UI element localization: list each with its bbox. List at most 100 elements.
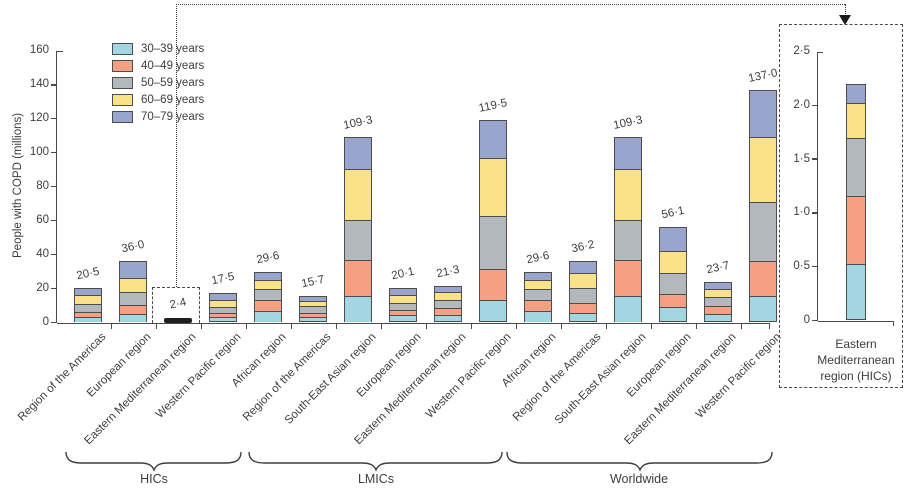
bar-total-label: 119·5 [477, 96, 509, 115]
inset-y-tick-label: 2·0 [793, 98, 810, 111]
bar-segment [435, 315, 461, 322]
x-tick [380, 324, 382, 329]
inset-x-tick [892, 322, 894, 326]
bar-segment [75, 311, 101, 318]
legend-item: 70–79 years [112, 108, 204, 125]
bar-segment [75, 288, 101, 295]
inset-y-tick-label: 0 [803, 314, 810, 326]
bar-total-label: 15·7 [300, 273, 326, 291]
group-label-hics: HICs [140, 472, 168, 486]
y-tick-label: 160 [29, 44, 49, 57]
y-tick [50, 151, 56, 154]
inset-y-tick-label: 2·5 [793, 45, 810, 57]
bar-segment [480, 158, 506, 217]
bar-segment [120, 277, 146, 293]
legend-label: 30–39 years [141, 42, 205, 55]
bar-segment [750, 261, 776, 296]
legend-item: 50–59 years [112, 74, 204, 91]
bar-segment [120, 313, 146, 322]
x-tick [650, 324, 652, 329]
bar-segment [480, 269, 506, 301]
inset-y-tick [811, 158, 817, 160]
bar-total-label: 17·5 [210, 270, 236, 288]
legend-swatch-icon [112, 93, 133, 106]
legend-label: 60–69 years [141, 93, 205, 106]
x-tick [605, 324, 607, 329]
bar-segment [750, 295, 776, 322]
bar-segment [570, 262, 596, 274]
bar-segment [660, 306, 686, 322]
inset-bar-segment [847, 84, 865, 103]
y-tick-label: 60 [36, 214, 49, 227]
bar-segment [615, 169, 641, 220]
legend-item: 30–39 years [112, 40, 204, 57]
y-tick-label: 120 [29, 112, 49, 125]
bar-total-label: 56·1 [660, 204, 686, 222]
y-tick-label: 20 [36, 282, 49, 295]
inset-bar-segment [847, 138, 865, 196]
x-tick [155, 324, 157, 329]
y-tick-label: 0 [42, 316, 49, 328]
bar-segment [570, 302, 596, 314]
bar-segment [615, 260, 641, 297]
bar-segment [390, 302, 416, 310]
x-tick [740, 324, 742, 329]
lmics-brace [248, 451, 503, 472]
callout-line-horizontal [176, 4, 845, 5]
bar-segment [615, 219, 641, 261]
callout-line-vertical [176, 4, 177, 287]
bar-segment [345, 137, 371, 170]
x-tick [335, 324, 337, 329]
main-x-axis [57, 322, 770, 324]
bar-segment [300, 300, 326, 307]
inset-y-tick [811, 212, 817, 214]
worldwide-brace [506, 451, 773, 472]
inset-y-axis-cap-tick [818, 51, 823, 53]
y-tick-label: 40 [36, 248, 49, 261]
bar-segment [300, 312, 326, 318]
bar-segment [705, 283, 731, 289]
bar-total-label: 20·5 [75, 265, 101, 282]
x-tick [515, 324, 517, 329]
inset-bar-segment [847, 263, 865, 320]
bar-segment [210, 306, 236, 314]
bar-segment [255, 288, 281, 301]
callout-line-drop [845, 4, 846, 16]
inset-label-line: Eastern [835, 337, 877, 351]
stacked-bar [389, 288, 417, 323]
y-tick [50, 219, 56, 222]
bar-segment [120, 262, 146, 278]
x-tick [245, 324, 247, 329]
bar-segment [390, 289, 416, 295]
x-tick [695, 324, 697, 329]
y-tick [50, 84, 56, 86]
bar-segment [345, 169, 371, 220]
bar-segment [750, 90, 776, 137]
bar-segment [705, 305, 731, 315]
bar-segment [660, 228, 686, 251]
x-tick [200, 324, 202, 329]
group-label-lmics: LMICs [357, 472, 395, 486]
bar-segment [210, 300, 236, 307]
inset-y-tick [811, 319, 817, 322]
stacked-bar [254, 272, 282, 323]
y-tick [50, 117, 56, 120]
bar-segment [705, 314, 731, 322]
inset-y-tick-label: 1·5 [793, 152, 810, 165]
y-tick [50, 321, 56, 324]
bar-segment [525, 288, 551, 301]
bar-segment [300, 296, 326, 301]
bar-segment [525, 273, 551, 280]
y-tick [50, 185, 56, 188]
stacked-bar [614, 136, 642, 323]
inset-y-tick [811, 265, 817, 268]
bar-total-label: 36·0 [120, 239, 146, 256]
stacked-bar [74, 287, 102, 323]
group-label-worldwide: Worldwide [609, 472, 669, 486]
bar-segment [660, 273, 686, 294]
inset-y-tick [811, 104, 817, 107]
bar-total-label: 36·2 [570, 238, 596, 256]
bar-segment [255, 311, 281, 322]
bar-segment [120, 292, 146, 305]
